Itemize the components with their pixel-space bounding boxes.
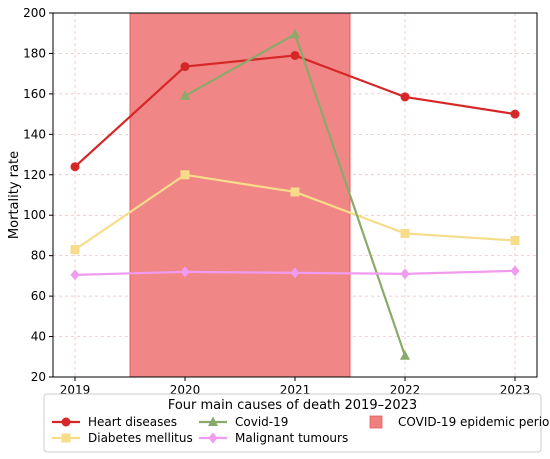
- diabetes-mellitus-point: [70, 245, 80, 255]
- heart-diseases-point: [400, 92, 410, 102]
- legend-diabetes-mellitus-marker: [61, 433, 71, 443]
- legend-malignant-tumours-marker: [208, 432, 218, 444]
- legend: Four main causes of death 2019–2023 Hear…: [43, 393, 550, 453]
- legend-epidemic-period-swatch: [369, 415, 383, 429]
- legend-malignant-tumours-label: Malignant tumours: [235, 431, 348, 445]
- heart-diseases-point: [510, 109, 520, 119]
- malignant-tumours-point: [70, 269, 80, 281]
- y-tick-label: 20: [31, 370, 46, 384]
- y-tick-label: 200: [23, 6, 46, 20]
- y-tick-label: 180: [23, 46, 46, 60]
- y-tick-label: 140: [23, 127, 46, 141]
- diabetes-mellitus-point: [510, 236, 520, 245]
- epidemic-period-rect: [129, 12, 351, 378]
- legend-epidemic-period-label: COVID-19 epidemic period: [398, 415, 550, 429]
- heart-diseases-point: [180, 62, 190, 72]
- heart-diseases-point: [70, 162, 80, 172]
- y-tick-label: 160: [23, 87, 46, 101]
- legend-covid-19-label: Covid-19: [235, 415, 288, 429]
- legend-heart-diseases-label: Heart diseases: [88, 415, 177, 429]
- heart-diseases-point: [290, 50, 300, 60]
- y-axis-label: Mortality rate: [7, 151, 22, 239]
- diabetes-mellitus-point: [400, 228, 410, 238]
- legend-diabetes-mellitus-label: Diabetes mellitus: [88, 431, 193, 445]
- epidemic-period-band: [129, 12, 351, 378]
- covid-19-point: [400, 350, 410, 360]
- legend-heart-diseases-marker: [61, 417, 71, 427]
- legend-covid-19-marker: [208, 416, 218, 426]
- covid-19-point: [180, 90, 190, 100]
- malignant-tumours-point: [510, 265, 520, 277]
- malignant-tumours-point: [290, 267, 300, 279]
- y-tick-label: 100: [23, 208, 46, 222]
- covid-19-point: [290, 28, 300, 39]
- y-tick-label: 120: [23, 168, 46, 182]
- series-lines: [70, 28, 520, 360]
- legend-box: [43, 393, 542, 453]
- diabetes-mellitus-point: [290, 187, 300, 197]
- malignant-tumours-point: [400, 268, 410, 280]
- legend-title: Four main causes of death 2019–2023: [168, 398, 417, 413]
- y-tick-label: 40: [31, 330, 46, 344]
- malignant-tumours-point: [180, 266, 190, 278]
- y-tick-label: 80: [31, 249, 46, 263]
- diabetes-mellitus-point: [180, 170, 190, 180]
- y-tick-label: 60: [31, 289, 46, 303]
